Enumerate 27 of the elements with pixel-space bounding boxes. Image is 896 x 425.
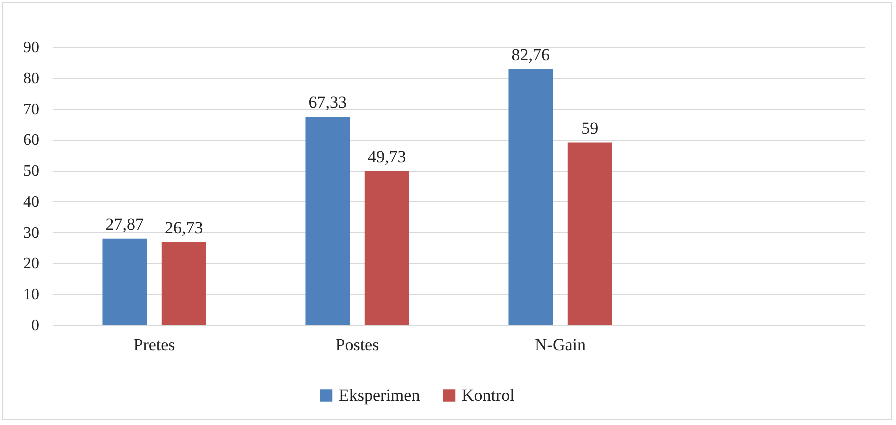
bar (162, 242, 206, 325)
data-label: 82,76 (512, 45, 550, 64)
data-label: 59 (582, 118, 599, 138)
bar (306, 117, 350, 325)
data-label: 49,73 (368, 147, 406, 166)
data-label: 26,73 (164, 218, 204, 238)
y-tick-label: 20 (24, 256, 40, 273)
bar (364, 171, 410, 325)
y-tick-label: 90 (24, 40, 40, 56)
y-tick-label: 50 (24, 163, 40, 180)
y-tick-label: 60 (24, 132, 40, 150)
bar (568, 142, 612, 325)
data-label: 27,87 (106, 214, 145, 234)
x-tick-label: Postes (336, 336, 380, 354)
bar (508, 69, 554, 325)
x-tick-label: Pretes (134, 336, 176, 354)
legend-label: Eksperimen (339, 386, 421, 405)
y-tick-label: 30 (24, 224, 40, 242)
y-tick-label: 80 (24, 70, 40, 88)
bar (102, 238, 148, 325)
x-tick-label: N-Gain (535, 336, 586, 354)
data-label: 67,33 (308, 93, 348, 112)
y-tick-label: 40 (24, 194, 40, 211)
y-tick-label: 70 (24, 101, 40, 118)
y-tick-label: 10 (24, 286, 40, 304)
y-tick-label: 0 (32, 318, 40, 334)
legend-label: Kontrol (462, 386, 516, 405)
